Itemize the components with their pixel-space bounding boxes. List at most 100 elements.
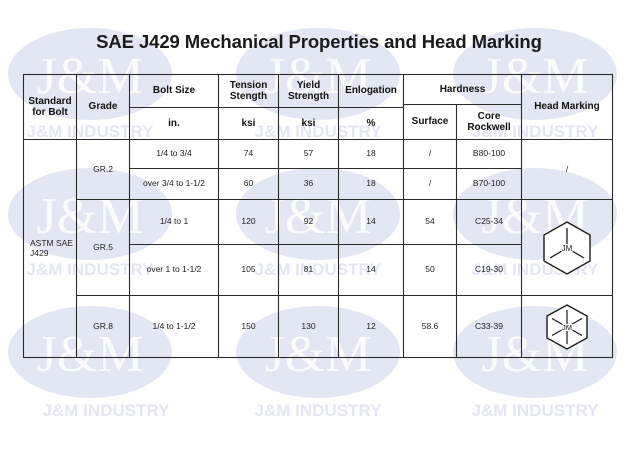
table-row-2-surface: 54 — [404, 200, 456, 244]
header-yield-label: Yield Strength — [287, 79, 330, 103]
cell-elong: 12 — [366, 320, 376, 331]
table-row-0-elong: 18 — [339, 140, 403, 168]
watermark-text: J&M INDUSTRY — [472, 401, 600, 420]
table-row-2-elong: 14 — [339, 200, 403, 244]
table-row-2-tension: 120 — [219, 200, 278, 244]
cell-elong: 14 — [366, 216, 376, 227]
cell-core: B80-100 — [472, 148, 506, 159]
cell-core: B70-100 — [472, 178, 506, 189]
table-row-3-elong: 14 — [339, 245, 403, 295]
cell-yield: 57 — [303, 148, 314, 159]
table-row-0-core: B80-100 — [457, 140, 521, 168]
grade-gr5: GR.5 — [77, 200, 129, 295]
cell-tension: 105 — [241, 264, 256, 275]
head-mark-gr8: JM — [522, 296, 612, 357]
cell-size: over 3/4 to 1-1/2 — [143, 178, 205, 189]
watermark-ellipse — [8, 168, 172, 260]
cell-surface: 50 — [425, 264, 435, 275]
cell-core: C33-39 — [475, 320, 503, 331]
cell-size: 1/4 to 1 — [159, 216, 189, 227]
cell-yield: 130 — [301, 320, 316, 331]
watermark-text: J&M INDUSTRY — [43, 401, 171, 420]
table-row-4-size: 1/4 to 1-1/2 — [130, 296, 218, 357]
cell-tension: 150 — [241, 320, 256, 331]
table-row-0-yield: 57 — [279, 140, 338, 168]
watermark-text: J&M INDUSTRY — [472, 122, 600, 141]
table-row-4-surface: 58.6 — [404, 296, 456, 357]
watermark-logo: J&M — [265, 188, 372, 245]
unit-bolt-size-label: in. — [168, 117, 180, 129]
page-title: SAE J429 Mechanical Properties and Head … — [96, 31, 542, 52]
watermark-logo: J&M — [37, 188, 144, 245]
cell-yield: 36 — [303, 178, 314, 189]
cell-surface: / — [428, 178, 432, 189]
watermark-logo: J&M — [37, 326, 144, 383]
cell-elong: 14 — [366, 264, 376, 275]
hex-head-3-lines-icon: JM — [543, 220, 591, 275]
cell-surface: 54 — [425, 216, 435, 227]
unit-bolt-size: in. — [130, 108, 218, 139]
table-row-3-surface: 50 — [404, 245, 456, 295]
unit-tension: ksi — [219, 108, 278, 139]
head-mark-text: JM — [562, 244, 573, 253]
unit-yield: ksi — [279, 108, 338, 139]
unit-elongation-label: % — [366, 117, 376, 129]
table-row-1-yield: 36 — [279, 169, 338, 199]
cell-yield: 81 — [303, 264, 314, 275]
table-row-0-surface: / — [404, 140, 456, 168]
watermark-logo: J&M — [265, 326, 372, 383]
watermark-logo: J&M — [482, 48, 589, 105]
cell-tension: 74 — [243, 148, 254, 159]
cell-surface: / — [428, 148, 432, 159]
header-surface: Surface — [404, 105, 456, 139]
unit-elongation: % — [339, 108, 403, 139]
header-elongation-label: Enlogation — [345, 85, 397, 97]
cell-tension: 60 — [243, 178, 254, 189]
head-mark-gr2: / — [522, 140, 612, 199]
watermark-logo: J&M — [265, 48, 372, 105]
watermark-text: J&M INDUSTRY — [255, 122, 383, 141]
head-mark-text: JM — [562, 323, 572, 332]
header-bolt-size: Bolt Size — [130, 75, 218, 107]
header-hardness-label: Hardness — [439, 83, 486, 95]
table-row-0-size: 1/4 to 3/4 — [130, 140, 218, 168]
header-grade: Grade — [77, 75, 129, 139]
header-tension-label: Tension Stength — [229, 79, 268, 103]
table-row-4-tension: 150 — [219, 296, 278, 357]
header-yield: Yield Strength — [279, 75, 338, 107]
table-row-1-tension: 60 — [219, 169, 278, 199]
table-row-0-tension: 74 — [219, 140, 278, 168]
table-row-3-tension: 105 — [219, 245, 278, 295]
table-row-1-elong: 18 — [339, 169, 403, 199]
header-elongation: Enlogation — [339, 75, 403, 107]
cell-core: C25-34 — [475, 216, 503, 227]
grade-gr5-label: GR.5 — [93, 241, 113, 252]
cell-size: 1/4 to 1-1/2 — [152, 320, 196, 331]
watermark-ellipse — [8, 306, 172, 398]
cell-size: over 1 to 1-1/2 — [146, 264, 202, 275]
cell-elong: 18 — [366, 178, 376, 189]
cell-yield: 92 — [303, 216, 314, 227]
standard-cell: ASTM SAE J429 — [24, 140, 76, 357]
watermark-ellipse — [236, 168, 400, 260]
header-tension: Tension Stength — [219, 75, 278, 107]
table-row-4-core: C33-39 — [457, 296, 521, 357]
table-row-1-surface: / — [404, 169, 456, 199]
header-grade-label: Grade — [88, 101, 118, 113]
cell-core: C19-30 — [475, 264, 503, 275]
header-core-label: Core Rockwell — [467, 110, 511, 134]
watermark-text: J&M INDUSTRY — [27, 122, 155, 141]
table-row-2-yield: 92 — [279, 200, 338, 244]
unit-yield-label: ksi — [301, 117, 316, 129]
watermark-text: J&M INDUSTRY — [255, 260, 383, 279]
cell-elong: 18 — [366, 148, 376, 159]
grade-gr8-label: GR.8 — [93, 320, 113, 331]
header-head-marking-label: Head Marking — [534, 101, 600, 113]
head-mark-gr5: JM — [522, 200, 612, 295]
cell-size: 1/4 to 3/4 — [156, 148, 192, 159]
unit-tension-label: ksi — [241, 117, 256, 129]
header-head-marking: Head Marking — [522, 75, 612, 139]
table-row-2-core: C25-34 — [457, 200, 521, 244]
